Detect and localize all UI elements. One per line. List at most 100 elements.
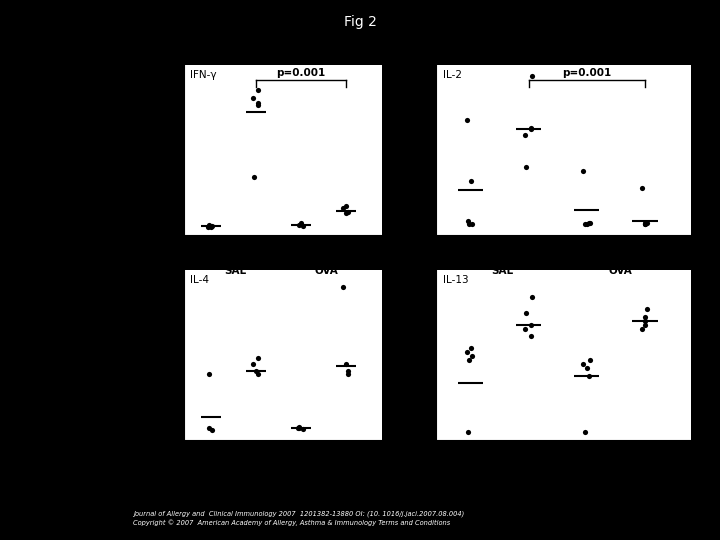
Point [252, 353, 264, 362]
Text: −: − [207, 461, 215, 471]
Point [252, 99, 264, 107]
Point [297, 424, 309, 433]
Text: IL-4: IL-4 [189, 275, 209, 285]
Point [342, 208, 354, 217]
Point [462, 217, 474, 225]
Point [247, 360, 258, 369]
Point [580, 220, 591, 229]
Y-axis label: pg/ml: pg/ml [400, 341, 410, 369]
Point [639, 220, 651, 229]
Text: VV: VV [522, 461, 535, 471]
Text: −: − [582, 255, 590, 266]
Point [641, 218, 652, 227]
Text: VV: VV [339, 255, 352, 266]
Point [293, 423, 305, 432]
Text: SAL: SAL [491, 266, 513, 276]
Point [582, 220, 593, 229]
Point [521, 309, 532, 318]
Text: Sensitization: Sensitization [110, 471, 176, 481]
Point [463, 356, 474, 364]
Y-axis label: pg/ml: pg/ml [148, 341, 158, 369]
Point [295, 219, 307, 227]
Text: p=0.001: p=0.001 [276, 68, 325, 78]
Point [639, 220, 650, 229]
Point [639, 313, 651, 321]
Text: −: − [467, 461, 474, 471]
Point [252, 370, 264, 379]
Point [526, 125, 537, 134]
Point [337, 204, 348, 212]
Point [294, 220, 305, 229]
Point [248, 172, 259, 181]
Y-axis label: ng/ml: ng/ml [406, 136, 416, 164]
Point [520, 131, 531, 139]
Point [462, 428, 474, 437]
Text: Sensitization: Sensitization [110, 266, 176, 275]
Point [463, 220, 474, 229]
Point [203, 220, 215, 229]
Point [526, 293, 538, 302]
Point [202, 223, 214, 232]
Point [584, 218, 595, 227]
Text: OVA: OVA [608, 471, 632, 482]
Point [204, 222, 215, 231]
Text: p=0.001: p=0.001 [562, 68, 611, 78]
Text: −: − [467, 255, 474, 266]
Text: −: − [297, 461, 305, 471]
Point [248, 93, 259, 102]
Text: SAL: SAL [491, 471, 513, 482]
Point [641, 305, 652, 313]
Point [205, 222, 217, 231]
Point [520, 325, 531, 333]
Text: Copyright © 2007  American Academy of Allergy, Asthma & Immunology Terms and Con: Copyright © 2007 American Academy of All… [133, 519, 451, 526]
Point [526, 332, 537, 341]
Point [526, 72, 538, 80]
Point [294, 422, 305, 431]
Point [583, 219, 595, 228]
Point [206, 426, 217, 434]
Point [252, 86, 264, 94]
Point [206, 221, 217, 230]
Point [252, 101, 264, 110]
Point [342, 370, 354, 379]
Text: −: − [207, 255, 215, 266]
Point [337, 282, 348, 291]
Point [639, 219, 651, 228]
Point [467, 220, 478, 229]
Text: VV: VV [638, 461, 652, 471]
Point [580, 428, 591, 437]
Point [250, 367, 261, 375]
Text: Stimulation: Stimulation [117, 254, 176, 262]
Point [526, 123, 537, 132]
Text: VV: VV [638, 255, 652, 266]
Point [639, 320, 651, 329]
Y-axis label: ng/ml: ng/ml [142, 136, 152, 164]
Point [582, 363, 593, 372]
Text: −: − [582, 461, 590, 471]
Point [636, 184, 648, 193]
Point [340, 201, 351, 210]
Point [203, 424, 215, 433]
Text: VV: VV [249, 461, 262, 471]
Point [584, 356, 595, 364]
Text: VV: VV [522, 255, 535, 266]
Text: IL-13: IL-13 [444, 275, 469, 285]
Point [467, 352, 478, 360]
Point [341, 360, 352, 369]
Point [342, 367, 354, 375]
Text: OVA: OVA [608, 266, 632, 276]
Text: IL-2: IL-2 [444, 70, 462, 80]
Text: VV: VV [249, 255, 262, 266]
Text: SAL: SAL [225, 471, 246, 482]
Text: Journal of Allergy and  Clinical Immunology 2007  1201382-13880 OI: (10. 1016/j.: Journal of Allergy and Clinical Immunolo… [133, 510, 464, 517]
Point [292, 424, 304, 433]
Text: SAL: SAL [225, 266, 246, 276]
Point [577, 360, 589, 368]
Text: Stimulation: Stimulation [117, 459, 176, 468]
Point [583, 372, 595, 380]
Text: Fig 2: Fig 2 [343, 15, 377, 29]
Point [465, 177, 477, 185]
Point [639, 316, 650, 325]
Text: B: B [129, 264, 143, 281]
Point [521, 163, 532, 172]
